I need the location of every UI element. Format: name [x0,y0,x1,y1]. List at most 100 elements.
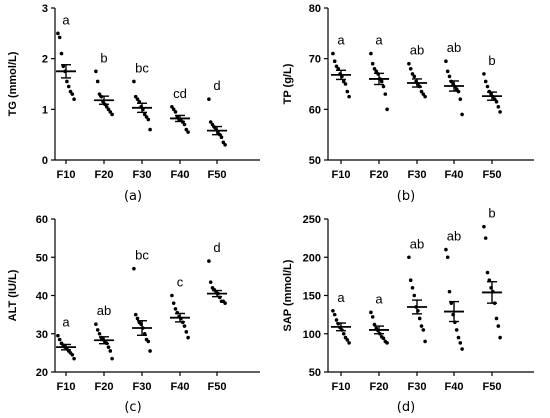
data-point [135,97,140,101]
data-point [423,339,427,344]
y-tick-label: 1 [42,104,48,116]
panel-label: (b) [397,189,415,204]
data-point [171,107,176,112]
y-tick-label: 150 [303,291,321,303]
data-point [407,61,411,66]
data-point [142,112,147,117]
y-tick-label: 100 [303,329,321,341]
significance-letter: ab [97,303,111,318]
data-point [341,331,346,336]
data-point [460,112,464,117]
data-point [170,293,174,298]
data-point [498,335,502,340]
data-point [144,115,149,119]
y-axis-label: TP (g/L) [282,63,294,104]
data-point [370,315,375,319]
significance-letter: ab [447,40,461,55]
data-point [170,105,174,109]
data-point [369,310,373,315]
data-point [408,278,413,283]
significance-letter: c [177,275,184,290]
data-point [184,127,189,132]
data-point [223,301,227,305]
y-axis-label: TG (mmol/L) [7,51,19,116]
y-tick-label: 50 [309,367,321,379]
data-point [372,67,377,71]
data-point [66,84,71,89]
panel-label: (a) [124,189,142,204]
data-point [210,122,215,127]
chart-panel-3: 20 30 40 50 60 ALT (IU/L) F10 a F20 ab F30 bc F40 c F5… [7,214,260,415]
data-point [207,259,211,263]
data-point [207,97,211,101]
y-tick-label: 60 [309,104,321,116]
x-tick-label: F40 [171,381,190,393]
data-point [485,270,490,275]
data-point [146,117,151,122]
data-point [332,59,337,63]
y-tick-label: 20 [36,367,48,379]
data-point [184,330,189,334]
data-point [494,316,499,321]
data-point [72,356,76,361]
data-point [334,64,339,69]
significance-letter: b [488,53,495,68]
data-point [370,61,375,66]
significance-letter: a [375,291,383,306]
data-point [132,266,136,271]
significance-letter: cd [173,86,187,101]
x-tick-label: F30 [408,169,427,181]
data-point [95,328,100,332]
data-point [482,224,486,229]
x-tick-label: F30 [133,381,152,393]
significance-letter: ab [447,229,461,244]
data-point [65,79,69,84]
y-tick-label: 50 [36,252,48,264]
significance-letter: d [213,78,220,93]
data-point [419,89,424,94]
data-point [219,135,224,139]
data-point [454,328,459,332]
data-point [173,307,178,311]
x-tick-label: F10 [332,169,351,181]
significance-letter: bc [135,60,149,75]
data-point [186,335,190,340]
data-point [407,255,411,260]
data-point [331,51,335,56]
data-point [379,79,384,84]
data-point [104,105,109,109]
x-tick-label: F50 [483,169,502,181]
x-tick-label: F50 [208,381,227,393]
data-point [208,120,213,124]
x-tick-label: F10 [332,381,351,393]
x-tick-label: F10 [57,381,76,393]
x-tick-label: F20 [370,381,389,393]
data-point [460,347,464,351]
panel-label: (c) [124,400,141,415]
y-tick-label: 250 [303,214,321,226]
data-point [456,335,461,340]
data-point [343,82,348,86]
y-tick-label: 40 [36,291,48,303]
data-point [445,69,450,74]
data-point [417,316,422,321]
significance-letter: b [100,50,107,65]
significance-letter: a [62,12,70,27]
y-tick-label: 70 [309,54,321,66]
data-point [374,69,379,74]
data-point [97,331,102,336]
data-point [408,67,413,71]
data-point [106,107,111,112]
data-point [458,97,463,101]
chart-panel-4: 50 100 150 200 250 SAP (mmol/L) F10 a F20 a F30 ab F… [282,206,534,415]
data-point [135,316,140,321]
x-tick-label: F10 [57,169,76,181]
data-point [445,255,450,260]
data-point [182,324,187,328]
data-point [347,341,351,345]
data-point [341,79,346,84]
data-point [483,236,488,240]
data-point [369,51,373,56]
data-point [345,338,350,342]
